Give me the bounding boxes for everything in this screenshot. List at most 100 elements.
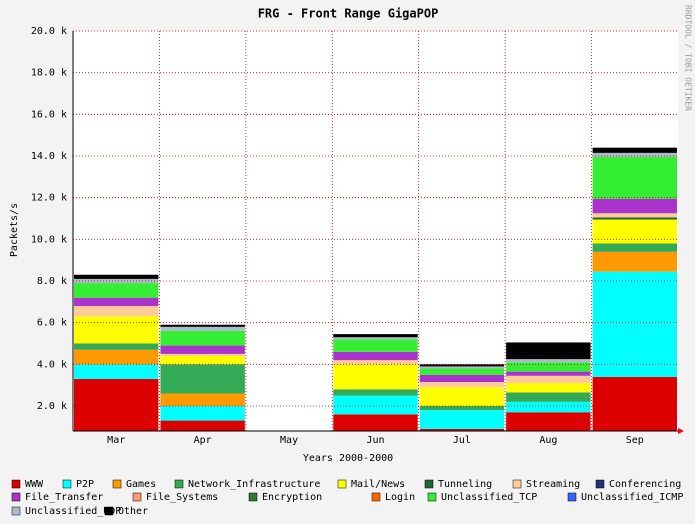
bar-segment [419,387,505,406]
legend-swatch [424,479,434,489]
bar-segment [506,392,591,402]
y-tick-label: 14.0 k [31,151,67,162]
legend-label: Unclassified_ICMP [581,492,683,503]
y-tick-label: 2.0 k [37,401,67,412]
bar-segment [506,342,591,360]
legend-label: Tunneling [438,479,492,490]
bar-segment [592,152,677,158]
y-axis-label: Packets/s [9,203,20,257]
legend-label: Network_Infrastructure [188,479,320,490]
legend-swatch [427,492,437,502]
legend-label: Encryption [262,492,322,503]
bar-segment [592,219,677,244]
bar-segment [74,297,159,306]
legend-label: Other [118,506,148,517]
bar-segment [419,406,505,411]
bar-segment [506,371,591,376]
bar-segment [160,353,245,356]
bar-segment [160,406,245,421]
bar-segment [506,362,591,372]
bar-segment [506,359,591,363]
legend-swatch [11,479,21,489]
y-tick-label: 6.0 k [37,318,67,329]
legend-label: Conferencing [609,479,681,490]
bar-segment [333,334,418,338]
bar-segment [160,364,245,394]
grid [73,30,678,431]
legend-swatch [174,479,184,489]
bar-segment [592,217,677,220]
legend-swatch [248,492,258,502]
bar-segment [74,343,159,350]
bar-segment [160,393,245,406]
bar-segment [74,283,159,298]
bar-segment [333,389,418,396]
bar-segment [74,364,159,379]
bar-segment [419,364,505,367]
bar-segment [592,243,677,252]
y-tick-label: 4.0 k [37,359,67,370]
x-tick-label: Apr [194,435,212,446]
legend-label: File_Systems [146,492,218,503]
bar-segment [592,213,677,218]
y-tick-label: 20.0 k [31,26,67,37]
bar-segment [333,339,418,352]
legend-label: File_Transfer [25,492,103,503]
bar-segment [506,412,591,431]
legend-label: P2P [76,479,94,490]
legend-label: WWW [25,479,44,490]
x-tick-label: Jul [453,435,471,446]
bar-segment [74,274,159,279]
x-tick-label: Aug [539,435,557,446]
x-tick-label: Sep [626,435,644,446]
bar-segment [160,324,245,327]
x-tick-label: May [280,435,298,446]
bar-segment [333,337,418,340]
bar-segment [419,374,505,383]
bar-segment [160,345,245,354]
legend-swatch [371,492,381,502]
bar-segment [333,395,418,415]
bar-segment [74,278,159,284]
legend-label: Unclassified_UDP [25,506,121,517]
legend-swatch [112,479,122,489]
bar-segment [419,410,505,429]
bar-segment [419,428,505,431]
bar-segment [592,198,677,214]
legend-label: Streaming [526,479,580,490]
bar-segment [592,157,677,199]
bar-segment [592,271,677,377]
y-tick-label: 8.0 k [37,276,67,287]
bar-segment [419,382,505,388]
bar-segment [160,326,245,331]
bar-segment [419,368,505,375]
bar-segment [74,306,159,317]
legend-swatch [132,492,142,502]
bar-segment [419,366,505,369]
bar-segment [592,376,677,431]
legend-swatch [11,506,21,516]
y-tick-label: 16.0 k [31,109,67,120]
bar-segment [74,349,159,365]
y-tick-label: 10.0 k [31,234,67,245]
legend-swatch [595,479,605,489]
bar-segment [333,414,418,431]
legend-swatch [11,492,21,502]
legend-swatch [104,506,114,516]
legend-swatch [62,479,72,489]
y-tick-label: 18.0 k [31,68,67,79]
bar-segment [506,401,591,413]
bar-segment [592,251,677,272]
legend-swatch [567,492,577,502]
bar-segment [506,383,591,393]
x-tick-label: Mar [107,435,125,446]
chart-title: FRG - Front Range GigaPOP [258,7,439,21]
bar-segment [74,316,159,344]
legend-label: Mail/News [351,479,405,490]
legend-swatch [337,479,347,489]
legend-label: Unclassified_TCP [441,492,537,503]
bar-segment [333,364,418,390]
bar-segment [333,351,418,361]
x-tick-label: Jun [366,435,384,446]
